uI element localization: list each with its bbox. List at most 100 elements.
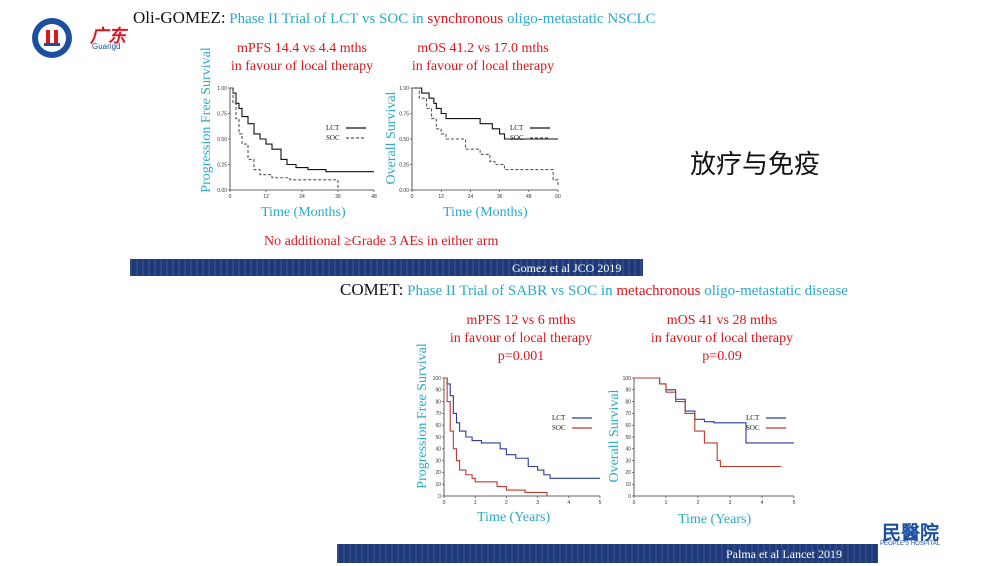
study2-title-b: metachronous — [616, 283, 701, 299]
y-tick-label: 50 — [625, 435, 631, 441]
x-tick-label: 0 — [443, 500, 446, 506]
y-tick-label: 1.00 — [217, 86, 227, 92]
series-line-soc — [634, 377, 782, 468]
y-tick-label: 40 — [625, 447, 631, 453]
legend-label-soc: SOC — [746, 424, 760, 432]
x-tick-label: 0 — [633, 500, 636, 506]
y-tick-label: 0.25 — [217, 162, 227, 168]
study1-pfs-line2: in favour of local therapy — [230, 59, 374, 74]
study2-os-chart: 0 10 20 30 40 50 60 70 80 90 100 0 1 2 3 4 5 LCT SOC — [623, 376, 796, 506]
study1-pfs-xlabel: Time (Months) — [261, 205, 346, 220]
y-tick-label: 90 — [435, 388, 441, 394]
study1-pfs-ylabel: Progression Free Survival — [199, 47, 214, 193]
study2-os-line2: in favour of local therapy — [650, 331, 794, 346]
study2-os-line3: p=0.09 — [702, 349, 742, 364]
y-tick-label: 0.50 — [217, 137, 227, 143]
y-tick-label: 30 — [625, 458, 631, 464]
study1-pfs-stat: mPFS 14.4 vs 4.4 mths in favour of local… — [222, 40, 382, 76]
study2-title-c: oligo-metastatic disease — [704, 283, 848, 299]
x-tick-label: 36 — [497, 194, 503, 200]
citation-band-2 — [337, 544, 878, 563]
series-line-lct — [412, 87, 558, 140]
legend-label-lct: LCT — [552, 414, 566, 422]
y-tick-label: 30 — [435, 458, 441, 464]
x-tick-label: 36 — [335, 194, 341, 200]
study2-pfs-line2: in favour of local therapy — [449, 331, 593, 346]
x-tick-label: 0 — [411, 194, 414, 200]
study1-ae-note: No additional ≥Grade 3 AEs in either arm — [264, 234, 499, 249]
y-tick-label: 100 — [433, 376, 442, 382]
study1-os-chart: 0.00 0.25 0.50 0.75 1.00 0 12 24 36 48 60 LCT SOC — [399, 86, 561, 200]
x-tick-label: 2 — [697, 500, 700, 506]
study2-citation: Palma et al Lancet 2019 — [726, 547, 842, 561]
study2-pfs-xlabel: Time (Years) — [477, 510, 551, 525]
y-tick-label: 40 — [435, 447, 441, 453]
legend-label-lct: LCT — [510, 124, 524, 132]
study1-title: Oli-GOMEZ: Phase II Trial of LCT vs SOC … — [133, 8, 656, 28]
y-tick-label: 10 — [625, 482, 631, 488]
x-tick-label: 4 — [761, 500, 764, 506]
y-tick-label: 0.75 — [399, 111, 409, 117]
legend-label-soc: SOC — [510, 134, 524, 142]
logo-left-subtext: Guangd — [92, 42, 121, 51]
x-tick-label: 3 — [729, 500, 732, 506]
x-tick-label: 12 — [263, 194, 269, 200]
study1-os-line2: in favour of local therapy — [411, 59, 555, 74]
y-tick-label: 0.00 — [217, 188, 227, 194]
study2-name: COMET: — [340, 280, 404, 299]
study1-os-line1: mOS 41.2 vs 17.0 mths — [417, 41, 549, 56]
study2-pfs-line1: mPFS 12 vs 6 mths — [466, 313, 576, 328]
study1-pfs-chart: 0.00 0.25 0.50 0.75 1.00 0 12 24 36 48 LCT SOC — [217, 86, 377, 200]
x-tick-label: 12 — [438, 194, 444, 200]
study1-title-a: Phase II Trial of LCT vs SOC in — [229, 11, 424, 27]
series-line-soc — [444, 377, 548, 496]
x-tick-label: 2 — [505, 500, 508, 506]
study1-title-b: synchronous — [427, 11, 504, 27]
side-title: 放疗与免疫 — [690, 150, 821, 179]
y-tick-label: 1.00 — [399, 86, 409, 92]
x-tick-label: 1 — [474, 500, 477, 506]
logo-right-subtext: PEOPLE'S HOSPITAL — [880, 541, 941, 547]
study2-os-stat: mOS 41 vs 28 mths in favour of local the… — [637, 312, 807, 366]
x-tick-label: 4 — [567, 500, 570, 506]
y-tick-label: 0.00 — [399, 188, 409, 194]
y-tick-label: 70 — [625, 411, 631, 417]
x-tick-label: 5 — [793, 500, 796, 506]
study1-citation: Gomez et al JCO 2019 — [512, 261, 622, 275]
logo-emblem-icon — [32, 18, 72, 58]
y-tick-label: 0 — [438, 494, 441, 500]
study1-os-xlabel: Time (Months) — [443, 205, 528, 220]
y-tick-label: 90 — [625, 388, 631, 394]
series-line-lct — [444, 377, 600, 479]
chart-axes — [633, 378, 794, 497]
study2-os-xlabel: Time (Years) — [678, 512, 752, 527]
chart-axes — [229, 88, 374, 191]
x-tick-label: 0 — [229, 194, 232, 200]
series-line-soc — [230, 87, 339, 190]
y-tick-label: 0.25 — [399, 162, 409, 168]
x-tick-label: 48 — [526, 194, 532, 200]
x-tick-label: 5 — [599, 500, 602, 506]
study2-pfs-line3: p=0.001 — [497, 349, 545, 364]
logo-right-text: 民醫院 — [882, 523, 940, 544]
study2-pfs-stat: mPFS 12 vs 6 mths in favour of local the… — [436, 312, 606, 366]
y-tick-label: 50 — [435, 435, 441, 441]
logo-left-text: 广东 — [90, 26, 126, 46]
hospital-logo-left — [30, 16, 82, 60]
y-tick-label: 60 — [625, 423, 631, 429]
study2-title: COMET: Phase II Trial of SABR vs SOC in … — [340, 280, 848, 300]
y-tick-label: 60 — [435, 423, 441, 429]
y-tick-label: 80 — [435, 399, 441, 405]
series-line-lct — [230, 87, 374, 173]
legend-label-lct: LCT — [746, 414, 760, 422]
y-tick-label: 20 — [435, 470, 441, 476]
study2-pfs-chart: 0 10 20 30 40 50 60 70 80 90 100 0 1 2 3 4 5 LCT SOC — [433, 376, 602, 506]
x-tick-label: 48 — [371, 194, 377, 200]
series-line-lct — [634, 377, 794, 444]
y-tick-label: 0.75 — [217, 111, 227, 117]
legend-label-lct: LCT — [326, 124, 340, 132]
y-tick-label: 100 — [623, 376, 632, 382]
x-tick-label: 1 — [665, 500, 668, 506]
legend-label-soc: SOC — [552, 424, 566, 432]
y-tick-label: 20 — [625, 470, 631, 476]
